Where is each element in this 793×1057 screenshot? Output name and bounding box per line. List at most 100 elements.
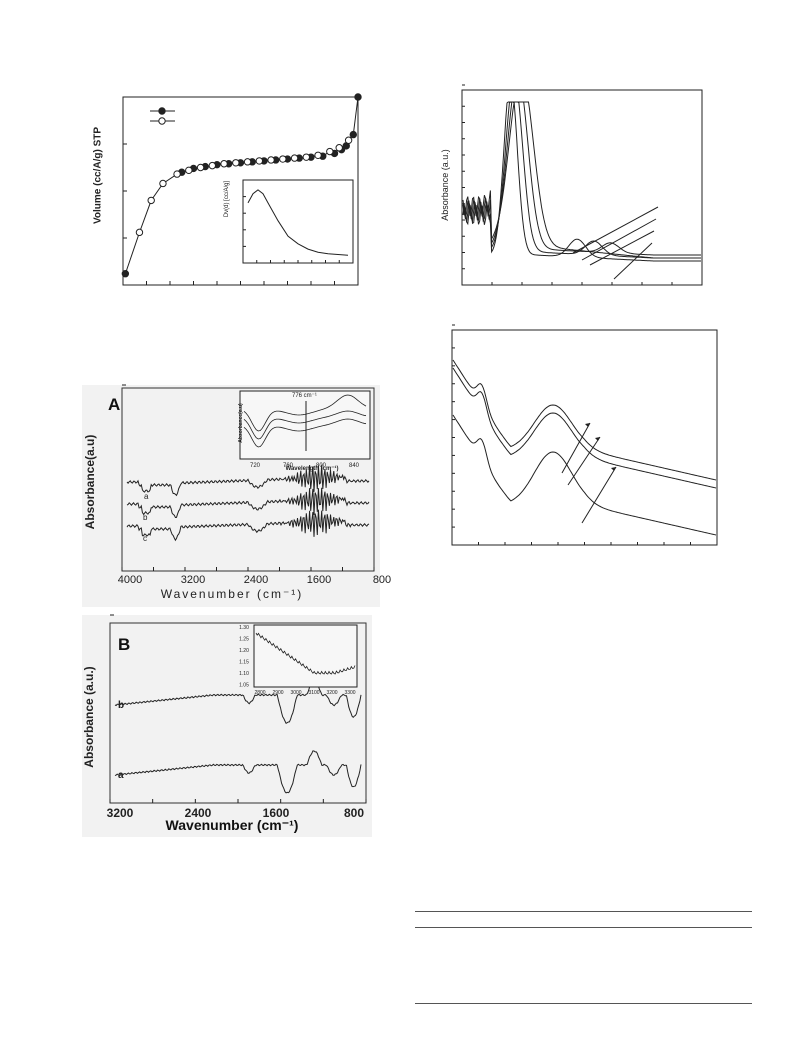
isotherm-desorption-point [173, 170, 181, 178]
ftir-a-inset-curve [243, 418, 367, 448]
ftir-a-xtick-label: 2400 [244, 574, 268, 586]
isotherm-inset-ylabel: Dv(d) [cc/A/g] [224, 180, 230, 218]
ftir-b-inset-ytick-label: 1.05 [239, 683, 249, 689]
isotherm-desorption-point [314, 151, 322, 159]
ftir-b-inset-xtick-label: 3000 [290, 690, 301, 696]
uvvis-bottom-series-2 [452, 367, 717, 489]
uvvis-bottom-series-1 [452, 359, 717, 481]
isotherm-adsorption-point [121, 270, 130, 278]
ftir-b-xtick-label: 1600 [263, 806, 290, 820]
table-bottom-rule [415, 1003, 752, 1004]
isotherm-desorption-point [135, 228, 144, 237]
uvvis-bottom-arrowhead [595, 437, 600, 441]
ftir-b-inset-xtick-label: 2800 [254, 690, 265, 696]
isotherm-desorption-point [208, 161, 217, 170]
ftir-a-svg: 4000 3200 2400 1600 800 720 760 800 840 [118, 384, 391, 586]
ftir-a-inset-xtick-label: 760 [283, 463, 294, 469]
uvvis-top-series-2 [462, 101, 701, 259]
isotherm-desorption-point [220, 160, 228, 168]
ftir-b-inset-xtick-label: 3300 [344, 690, 355, 696]
ftir-a-xtick-label: 800 [373, 574, 391, 586]
isotherm-desorption-point [185, 166, 193, 175]
uvvis-bottom-pointer-arrow [581, 466, 617, 524]
ftir-b-xlabel: Wavenumber (cm⁻¹) [165, 817, 299, 833]
isotherm-legend-open-marker [158, 117, 166, 125]
ftir-a-inset-xtick-label: 720 [250, 463, 261, 469]
isotherm-desorption-point [232, 159, 240, 167]
uvvis-top-series-3 [462, 101, 701, 256]
isotherm-desorption-point [243, 158, 252, 166]
uvvis-top-series-4 [462, 101, 701, 259]
isotherm-desorption-point [326, 147, 334, 156]
uvvis-top-pointer-arrow [572, 206, 659, 254]
uvvis-top-pointer-arrow [581, 218, 657, 261]
uvvis-top-frame [461, 89, 703, 286]
ftir-b-series-label-a: a [118, 770, 124, 781]
isotherm-desorption-point [147, 196, 155, 205]
uvvis-top-ylabel: Absorbance (a.u.) [440, 149, 450, 221]
ftir-b-inset-xtick-label: 3200 [326, 690, 337, 696]
uvvis-top-chart: Absorbance (a.u.) [440, 84, 720, 300]
uvvis-bottom-frame [451, 329, 718, 546]
ftir-a-inset-xtick-label: 800 [316, 463, 327, 469]
isotherm-desorption-point [290, 154, 299, 162]
ftir-b-series-label-b: b [118, 700, 125, 711]
isotherm-legend-filled-marker [158, 107, 166, 115]
uvvis-top-pointer-arrow [613, 242, 653, 280]
ftir-a-inset-frame [239, 390, 371, 460]
uvvis-bottom-svg [451, 324, 718, 546]
ftir-b-ylabel: Absorbance (a.u.) [82, 666, 96, 768]
ftir-a-series-label-b: b [143, 513, 148, 522]
uvvis-bottom-chart [440, 324, 725, 560]
ftir-a-inset-curve [243, 394, 367, 432]
ftir-b-xtick-label: 3200 [107, 806, 134, 820]
isotherm-ylabel: Volume (cc/A/g) STP [92, 126, 104, 225]
uvvis-bottom-pointer-arrow [567, 436, 601, 486]
uvvis-top-series-1 [462, 101, 701, 262]
ftir-b-svg: 3200 2400 1600 800 1.30 1.25 1.20 1.15 1.10 1.05 2… [107, 614, 367, 820]
ftir-a-xtick-label: 1600 [307, 574, 331, 586]
ftir-a-xtick-label: 3200 [181, 574, 205, 586]
table-header-rule [415, 927, 752, 928]
uvvis-top-svg [461, 84, 703, 286]
ftir-a-ylabel: Absorbance(a.u) [83, 434, 97, 530]
isotherm-desorption-point [196, 163, 205, 172]
ftir-b-inset-ytick-label: 1.25 [239, 637, 249, 643]
uvvis-bottom-arrowhead [585, 423, 590, 427]
ftir-b-inset-frame [253, 624, 358, 688]
ftir-b-inset-curve [255, 632, 356, 675]
ftir-a-inset-xlabel: Wavelength (cm⁻¹) [285, 466, 339, 472]
ftir-a-series-label-c: c [143, 534, 147, 543]
ftir-a-series-label-a: a [144, 492, 149, 501]
ftir-a-inset-annotation: 776 cm⁻¹ [292, 393, 317, 399]
ftir-b-inset-ytick-label: 1.15 [239, 660, 249, 666]
isotherm-adsorption-point [349, 130, 357, 139]
isotherm-desorption-point [335, 144, 343, 152]
ftir-b-series-b [114, 679, 362, 724]
isotherm-desorption-point [267, 156, 275, 164]
ftir-a-series-a [126, 464, 370, 497]
ftir-a-xlabel: Wavenumber (cm⁻¹) [160, 587, 304, 601]
ftir-b-chart: 3200 2400 1600 800 1.30 1.25 1.20 1.15 1.10 1.05 2… [82, 614, 372, 837]
table-top-rule [415, 911, 752, 912]
ftir-a-inset-xtick-label: 840 [349, 463, 360, 469]
isotherm-inset-curve [247, 189, 349, 256]
ftir-b-series-a [114, 750, 362, 794]
ftir-a-inset-ylabel: Absorbance(a.u) [238, 403, 244, 443]
uvvis-bottom-pointer-arrow [561, 422, 591, 474]
ftir-a-chart: 4000 3200 2400 1600 800 720 760 800 840 A Absorb… [82, 384, 391, 607]
ftir-b-xtick-label: 2400 [185, 806, 212, 820]
isotherm-desorption-point [159, 179, 167, 188]
ftir-a-panel-label: A [108, 395, 121, 414]
ftir-b-inset-ytick-label: 1.20 [239, 648, 249, 654]
ftir-a-xtick-label: 4000 [118, 574, 142, 586]
isotherm-desorption-point [344, 136, 353, 144]
isotherm-svg [121, 93, 362, 286]
uvvis-bottom-arrowhead [611, 467, 616, 471]
ftir-b-inset-ytick-label: 1.10 [239, 671, 249, 677]
uvvis-bottom-series-3 [452, 414, 717, 536]
ftir-b-inset-xtick-label: 2900 [272, 690, 283, 696]
ftir-b-xtick-label: 800 [344, 806, 364, 820]
ftir-a-series-c [126, 509, 370, 542]
ftir-a-inset-curve [243, 410, 367, 440]
